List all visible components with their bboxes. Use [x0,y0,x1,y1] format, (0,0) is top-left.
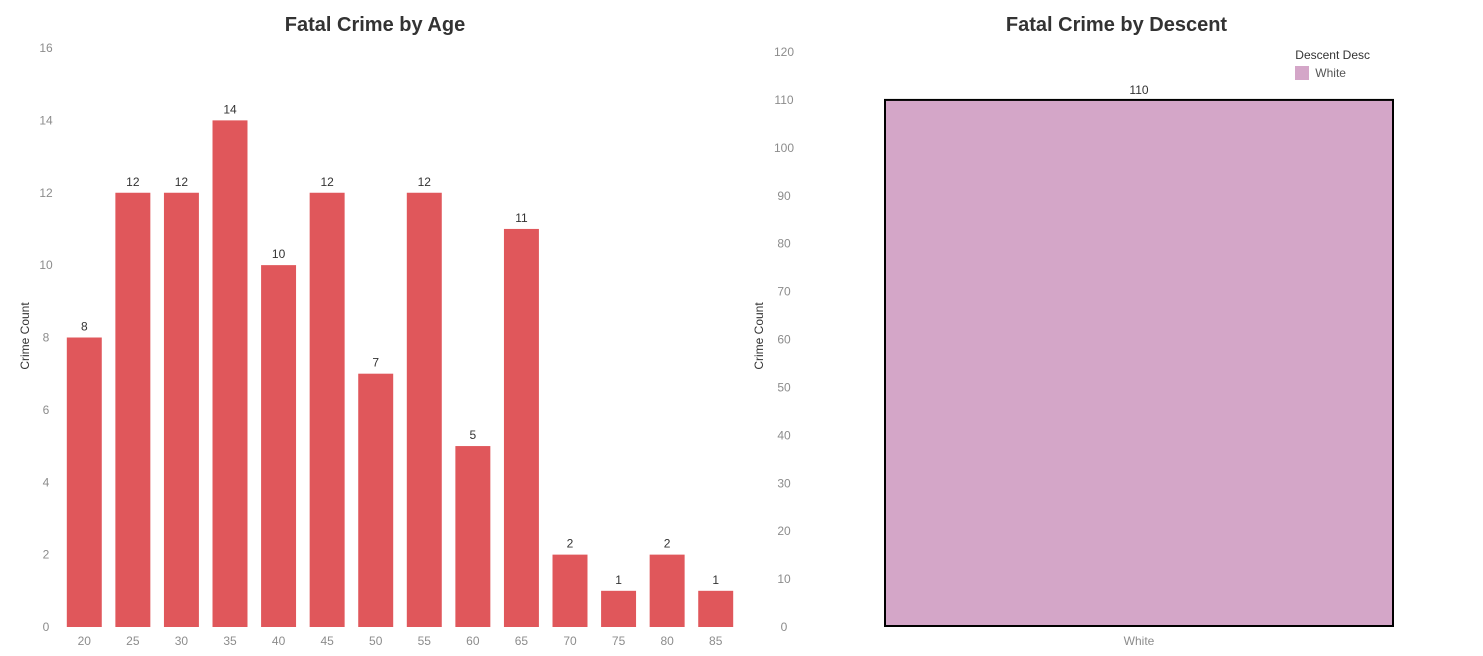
descent-y-tick: 80 [777,237,791,251]
age-x-tick: 75 [612,634,626,648]
age-bar[interactable] [309,192,345,627]
age-bar[interactable] [358,373,394,627]
descent-data-label: 110 [1129,83,1148,97]
age-x-tick: 70 [563,634,577,648]
age-data-label: 12 [126,175,140,189]
age-y-tick: 10 [39,258,53,272]
descent-y-tick: 10 [777,572,791,586]
age-bar[interactable] [261,265,297,627]
age-data-label: 5 [470,428,477,442]
age-data-label: 12 [175,175,189,189]
age-y-axis-title: Crime Count [18,302,32,370]
age-x-tick: 45 [320,634,334,648]
age-data-label: 14 [223,102,237,116]
age-data-label: 11 [515,211,528,225]
age-data-label: 12 [320,175,334,189]
descent-bar[interactable] [884,98,1394,627]
age-bar[interactable] [601,590,637,627]
age-y-tick: 14 [39,113,53,127]
descent-chart-svg: 0 10 20 30 40 50 60 70 80 90 100 110 120 110 White C… [752,45,1394,648]
descent-chart-panel: Fatal Crime by Descent 0 10 20 30 40 50 60 70 80… [750,0,1483,656]
descent-y-tick: 110 [774,93,793,107]
age-bar[interactable] [212,120,248,627]
descent-x-tick: White [1124,634,1155,648]
age-x-tick: 25 [126,634,140,648]
age-bar[interactable] [163,192,199,627]
age-y-tick: 8 [43,331,50,345]
age-bar[interactable] [66,337,102,628]
descent-legend: Descent Desc White [1295,48,1370,80]
legend-title: Descent Desc [1295,48,1370,62]
age-data-label: 10 [272,247,286,261]
descent-y-tick: 60 [777,333,791,347]
age-y-tick: 12 [39,186,53,200]
age-data-label: 2 [664,537,671,551]
age-data-label: 7 [372,356,379,370]
age-y-tick: 16 [39,41,53,55]
age-bar[interactable] [455,446,491,627]
age-data-label: 1 [712,573,719,587]
age-x-tick: 30 [175,634,189,648]
age-y-tick: 0 [43,620,50,634]
descent-y-tick: 40 [777,428,791,442]
age-bar[interactable] [115,192,151,627]
age-x-tick: 65 [515,634,529,648]
descent-y-tick: 90 [777,189,791,203]
descent-y-tick: 70 [777,285,791,299]
age-y-tick: 4 [43,475,50,489]
age-bar[interactable] [406,192,442,627]
age-x-tick: 60 [466,634,480,648]
age-x-tick: 40 [272,634,286,648]
age-y-tick: 2 [43,548,50,562]
age-y-tick: 6 [43,403,50,417]
descent-y-tick: 120 [774,45,794,59]
age-x-tick: 80 [660,634,674,648]
age-chart-title: Fatal Crime by Age [284,14,466,36]
descent-y-tick: 20 [777,524,791,538]
age-data-label: 8 [81,320,88,334]
legend-item-white[interactable]: White [1295,66,1370,80]
descent-y-tick: 50 [777,380,791,394]
legend-item-label: White [1315,66,1346,80]
age-x-tick: 50 [369,634,383,648]
age-data-label: 12 [418,175,432,189]
age-x-tick: 35 [223,634,237,648]
age-x-tick: 85 [709,634,723,648]
age-x-tick: 20 [78,634,92,648]
age-bar[interactable] [649,554,685,627]
age-data-label: 2 [567,537,574,551]
descent-y-tick: 30 [777,476,791,490]
descent-y-axis-title: Crime Count [752,302,766,370]
descent-y-tick: 0 [781,620,788,634]
age-bar[interactable] [503,228,539,627]
legend-swatch [1295,66,1310,80]
age-x-tick: 55 [418,634,432,648]
age-bar[interactable] [698,590,734,627]
age-chart-panel: Fatal Crime by Age 0 2 4 6 8 10 12 14 16 8 12 12 14… [18,14,734,648]
age-bar[interactable] [552,554,588,627]
age-data-label: 1 [615,573,622,587]
descent-y-tick: 100 [774,141,794,155]
descent-chart-title: Fatal Crime by Descent [1005,14,1228,36]
